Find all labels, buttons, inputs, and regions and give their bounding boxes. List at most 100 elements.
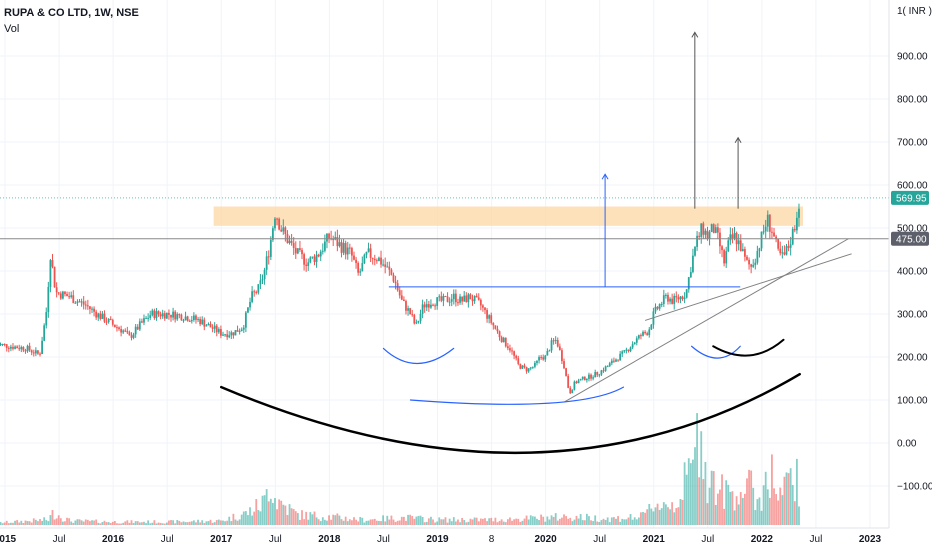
volume-bar (436, 521, 439, 525)
volume-bar (105, 522, 108, 525)
volume-bar (671, 502, 674, 525)
candle-body (504, 337, 507, 347)
volume-bar (419, 515, 422, 525)
target-arrow-head (734, 136, 742, 143)
volume-bar (259, 511, 262, 525)
candle-body (658, 304, 661, 309)
volume-bar (182, 521, 185, 525)
candle-body (143, 318, 145, 323)
volume-bar (733, 510, 736, 525)
candle-body (348, 247, 351, 249)
candle-body (602, 370, 605, 372)
candle-body (294, 247, 297, 254)
volume-bar (563, 514, 565, 525)
candle-body (32, 352, 35, 354)
candle-body (606, 366, 609, 368)
candle-body (527, 368, 530, 372)
volume-bar (323, 519, 326, 525)
volume-bar (14, 520, 16, 525)
candle-body (750, 264, 753, 267)
volume-bar (538, 520, 540, 525)
candle-body (230, 332, 233, 336)
volume-bar (141, 522, 143, 525)
volume-bar (157, 522, 160, 525)
candle-body (323, 241, 326, 251)
candle-body (299, 248, 301, 250)
candle-body (45, 312, 48, 326)
volume-bar (153, 520, 156, 525)
candle-body (760, 231, 763, 249)
volume-bar (382, 515, 385, 525)
candle-body (326, 233, 328, 242)
symbol-title[interactable]: RUPA & CO LTD, 1W, NSE (4, 7, 139, 19)
volume-bar (662, 502, 665, 525)
volume-bar (12, 522, 14, 525)
trendline (644, 253, 852, 321)
candle-body (217, 329, 220, 333)
candle-body (255, 291, 258, 293)
candle-body (789, 244, 792, 248)
volume-bar (365, 520, 368, 525)
volume-bar (230, 521, 233, 525)
candle-body (604, 366, 607, 371)
candle-body (400, 295, 403, 300)
volume-bar (217, 519, 220, 525)
candle-body (725, 251, 728, 264)
candle-body (136, 326, 139, 330)
candle-body (500, 337, 503, 343)
volume-bar (400, 516, 403, 525)
year-tick-label: 2017 (210, 534, 233, 545)
candle-body (232, 332, 235, 336)
volume-bar (573, 519, 576, 525)
candle-body (107, 318, 110, 323)
volume-bar (161, 523, 164, 525)
volume-bar (604, 519, 607, 525)
candle-body (82, 301, 85, 305)
volume-bar (66, 517, 68, 525)
volume-bar (134, 521, 137, 525)
volume-bar (546, 516, 549, 525)
candle-body (274, 218, 276, 229)
candle-body (513, 351, 516, 356)
month-tick-label: Jul (593, 534, 606, 545)
year-tick-label: 2019 (426, 534, 449, 545)
volume-bar (427, 518, 430, 525)
candle-body (257, 284, 260, 293)
volume-bar (710, 470, 713, 525)
candle-body (261, 279, 264, 281)
candle-body (696, 235, 698, 247)
volume-bar (242, 511, 245, 525)
volume-bar (592, 521, 595, 525)
candle-body (502, 337, 505, 343)
drawings (0, 31, 889, 455)
candle-body (313, 256, 316, 262)
candle-body (685, 289, 688, 298)
candle-body (496, 328, 499, 332)
candle-body (371, 257, 374, 259)
candle-body (486, 310, 488, 319)
candle-body (124, 330, 127, 332)
candle-body (479, 299, 482, 306)
candle-body (361, 263, 364, 272)
volume-bar (278, 499, 281, 525)
volume-bar (263, 495, 266, 525)
candle-body (415, 322, 418, 324)
volume-bar (667, 507, 669, 525)
currency-label: 1( INR ) (897, 6, 932, 17)
candle-body (791, 228, 794, 245)
volume-bar (706, 503, 709, 525)
price-axis-bg (889, 0, 932, 550)
candle-body (409, 308, 412, 315)
candle-body (440, 296, 443, 301)
resistance-zone-rect (213, 206, 803, 226)
cup-arc-large (220, 372, 801, 455)
volume-bar (353, 517, 355, 525)
candle-body (675, 295, 678, 298)
volume-bar (781, 495, 784, 525)
volume-bar (704, 461, 707, 525)
candle-body (771, 231, 773, 233)
candle-body (423, 304, 426, 308)
volume-bar (342, 520, 345, 525)
volume-indicator-label[interactable]: Vol (4, 23, 20, 35)
